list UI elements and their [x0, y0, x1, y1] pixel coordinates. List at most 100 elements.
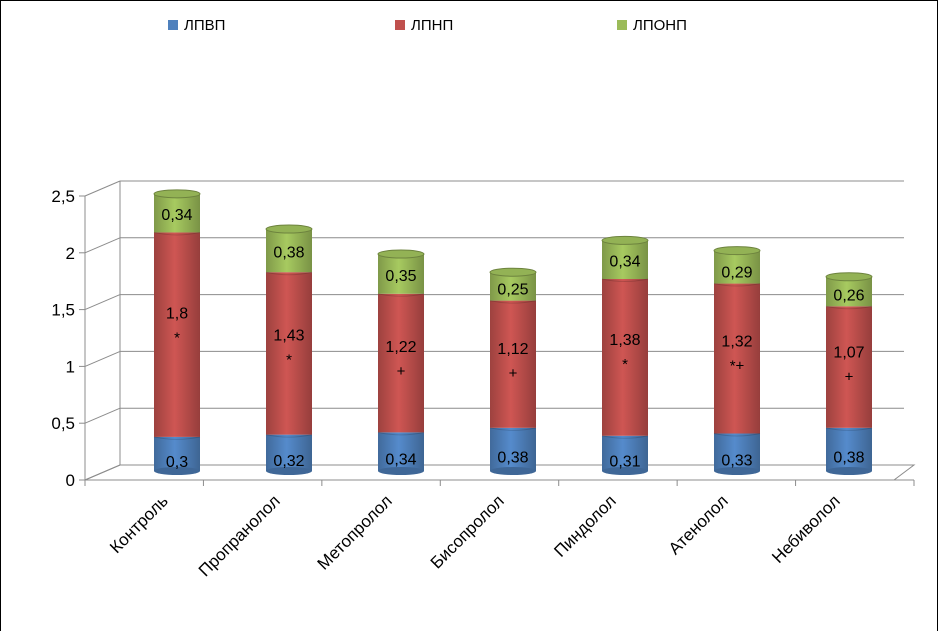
bar-segment-vldl: [378, 254, 424, 294]
y-tick-label: 2,5: [51, 187, 75, 206]
significance-marker: *: [174, 329, 180, 346]
bar-cap: [489, 267, 537, 277]
gridline-diagonal: [84, 350, 121, 367]
y-tick-label: 2: [66, 244, 75, 263]
bar-segment-ldl: [602, 279, 648, 436]
bar-segment-vldl: [602, 240, 648, 280]
data-label-vldl: 0,38: [273, 245, 304, 262]
data-label-hdl: 0,31: [609, 453, 640, 470]
category-label: Пиндолол: [550, 491, 619, 560]
category-label: Пропранолол: [195, 491, 284, 580]
gridline-diagonal: [84, 180, 121, 197]
bar-segment-vldl: [266, 229, 312, 273]
data-label-vldl: 0,34: [161, 207, 192, 224]
legend-swatch-hdl: [168, 20, 178, 30]
bar-cap: [265, 224, 313, 234]
bar-segment-ldl: [826, 306, 872, 428]
bar-segment-hdl: [266, 434, 312, 471]
segment-seam: [377, 431, 425, 436]
bar-segment-ldl: [378, 293, 424, 433]
data-label-hdl: 0,38: [833, 449, 864, 466]
bar-cap: [153, 189, 201, 199]
data-label-hdl: 0,34: [385, 452, 416, 469]
bar-base: [826, 467, 872, 475]
bar-base: [378, 467, 424, 475]
significance-marker: +: [397, 363, 406, 380]
segment-seam: [825, 427, 873, 431]
legend-label-vldl: ЛПОНП: [633, 16, 687, 34]
segment-seam: [377, 293, 425, 297]
bar-segment-hdl: [826, 427, 872, 471]
legend-item-hdl: ЛПВП: [168, 14, 225, 36]
segment-seam: [713, 433, 761, 437]
bar-cap: [825, 272, 873, 282]
y-tick-label: 1: [66, 357, 75, 376]
significance-marker: +: [509, 365, 518, 382]
data-label-ldl: 1,12: [497, 341, 528, 358]
bar-segment-ldl: [490, 300, 536, 428]
bar-cap: [377, 249, 425, 259]
gridline-diagonal: [84, 237, 121, 254]
bar-cap: [713, 246, 761, 256]
significance-marker: +: [845, 368, 854, 385]
y-tick-label: 0: [66, 471, 75, 490]
legend-swatch-vldl: [617, 20, 627, 30]
bar-segment-hdl: [490, 427, 536, 471]
gridline-diagonal: [84, 407, 121, 424]
segment-seam: [601, 435, 649, 439]
bar-base: [266, 467, 312, 475]
data-label-hdl: 0,3: [166, 454, 188, 471]
data-label-hdl: 0,32: [273, 453, 304, 470]
segment-seam: [489, 427, 537, 431]
legend-item-vldl: ЛПОНП: [617, 14, 687, 36]
bar-segment-hdl: [714, 433, 760, 471]
data-label-ldl: 1,22: [385, 339, 416, 356]
bar-segment-ldl: [714, 283, 760, 434]
data-label-vldl: 0,35: [385, 268, 416, 285]
bar-segment-ldl: [266, 272, 312, 435]
y-tick-label: 1,5: [51, 301, 75, 320]
data-label-ldl: 1,32: [721, 334, 752, 351]
significance-marker: *: [622, 356, 628, 373]
segment-seam: [825, 305, 873, 310]
category-label: Бисопролол: [427, 491, 508, 572]
data-label-ldl: 1,8: [166, 305, 188, 322]
segment-seam: [601, 278, 649, 283]
data-label-vldl: 0,34: [609, 254, 640, 271]
bar-cap: [601, 235, 649, 245]
gridline-diagonal: [84, 294, 121, 311]
significance-marker: *+: [730, 358, 745, 375]
bar-segment-vldl: [714, 250, 760, 284]
data-label-hdl: 0,33: [721, 452, 752, 469]
data-label-vldl: 0,25: [497, 282, 528, 299]
segment-seam: [265, 434, 313, 438]
bar-base: [154, 467, 200, 475]
bar-base: [714, 467, 760, 475]
data-label-ldl: 1,07: [833, 344, 864, 361]
segment-seam: [713, 283, 761, 287]
category-label: Атенолол: [665, 491, 732, 558]
bar-segment-vldl: [154, 193, 200, 233]
data-label-hdl: 0,38: [497, 449, 528, 466]
significance-marker: *: [286, 351, 292, 368]
bar-segment-hdl: [154, 436, 200, 471]
bar-base: [602, 467, 648, 475]
data-label-ldl: 1,38: [609, 332, 640, 349]
legend-label-ldl: ЛПНП: [411, 16, 454, 34]
bar-segment-hdl: [602, 435, 648, 471]
data-label-ldl: 1,43: [273, 327, 304, 344]
legend-item-ldl: ЛПНП: [395, 14, 453, 36]
segment-seam: [489, 300, 537, 304]
segment-seam: [265, 271, 313, 276]
legend-swatch-ldl: [395, 20, 405, 30]
legend-label-hdl: ЛПВП: [184, 16, 226, 34]
bar-segment-ldl: [154, 232, 200, 437]
category-label: Контроль: [106, 491, 172, 557]
bar-base: [490, 467, 536, 475]
bar-segment-vldl: [490, 272, 536, 301]
y-tick-label: 0,5: [51, 414, 75, 433]
data-label-vldl: 0,29: [721, 265, 752, 282]
bar-segment-hdl: [378, 432, 424, 471]
